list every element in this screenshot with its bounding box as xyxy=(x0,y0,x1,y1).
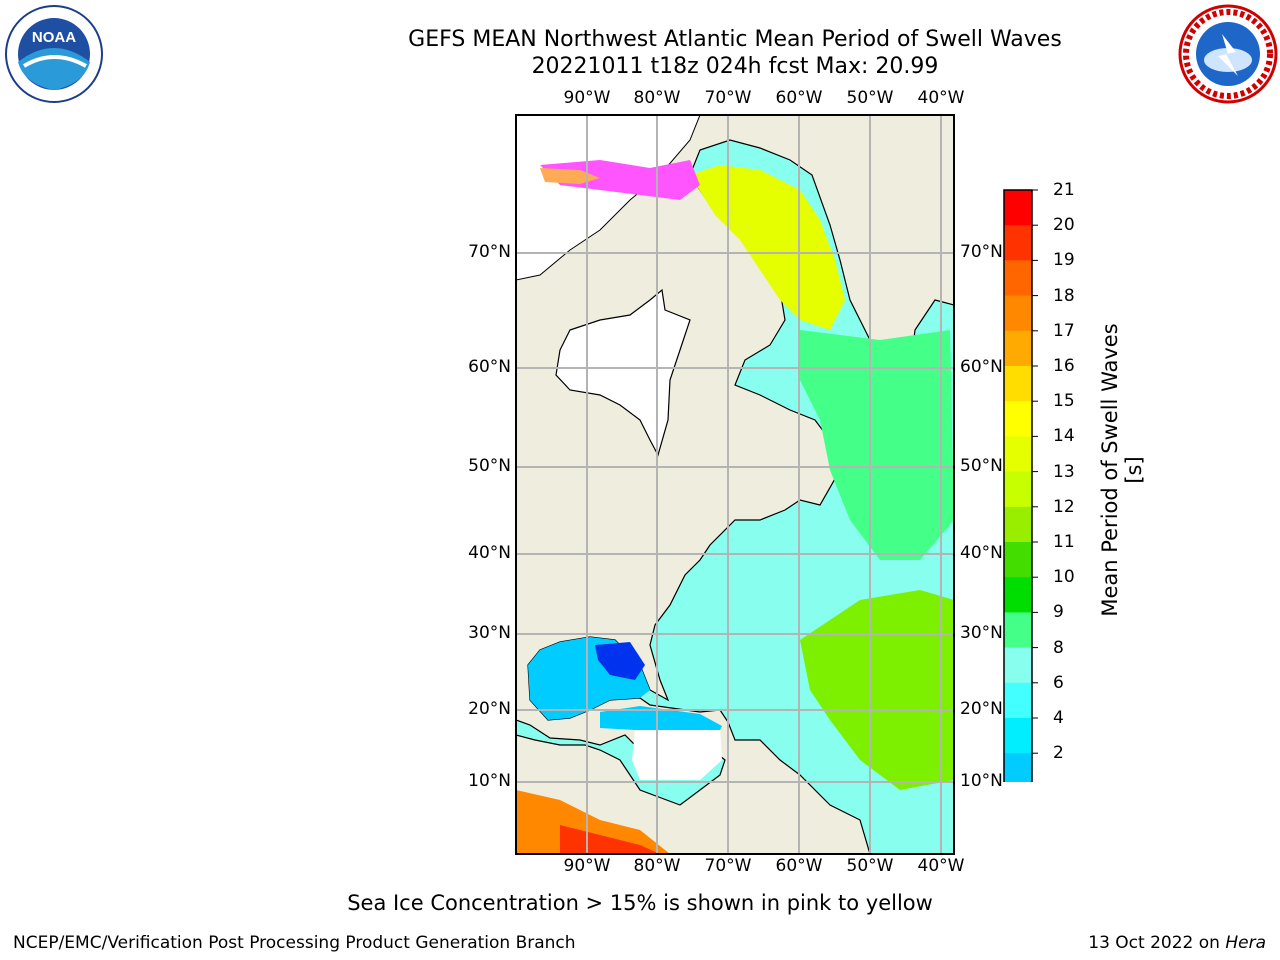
colorbar-segment xyxy=(1004,401,1032,437)
footer-host: Hera xyxy=(1225,933,1266,953)
lon-label-top: 40°W xyxy=(917,88,965,108)
colorbar-tick-label: 13 xyxy=(1053,461,1075,482)
colorbar-segment xyxy=(1004,436,1032,473)
lon-label-top: 70°W xyxy=(704,88,752,108)
lat-label-right: 10°N xyxy=(960,771,1003,791)
colorbar xyxy=(1003,189,1038,782)
colorbar-tick-label: 14 xyxy=(1053,426,1075,447)
gulf-dark-blue-swell xyxy=(595,642,645,680)
colorbar-segment xyxy=(1004,577,1032,613)
colorbar-tick-label: 18 xyxy=(1053,285,1075,306)
colorbar-tick-label: 21 xyxy=(1053,180,1075,200)
lat-label-right: 30°N xyxy=(960,623,1003,643)
lon-label-top: 80°W xyxy=(633,88,681,108)
noaa-logo-text: NOAA xyxy=(32,29,76,46)
pacific-warm-swell xyxy=(516,790,670,854)
colorbar-tick-label: 12 xyxy=(1053,496,1075,517)
colorbar-segment xyxy=(1004,295,1032,332)
colorbar-segment xyxy=(1004,190,1032,226)
footer-date: 13 Oct 2022 on Hera xyxy=(1088,933,1266,953)
lat-label-left: 60°N xyxy=(468,357,511,377)
colorbar-segment xyxy=(1004,330,1032,367)
lat-label-right: 60°N xyxy=(960,357,1003,377)
lat-label-right: 50°N xyxy=(960,456,1003,476)
noaa-logo: NOAA xyxy=(5,5,103,103)
lat-label-left: 70°N xyxy=(468,242,511,262)
colorbar-segment xyxy=(1004,471,1032,508)
lon-label-bottom: 70°W xyxy=(704,856,752,876)
lat-label-left: 20°N xyxy=(468,699,511,719)
lon-label-bottom: 40°W xyxy=(917,856,965,876)
lat-label-right: 40°N xyxy=(960,543,1003,563)
mid-atlantic-green-swell xyxy=(800,330,954,560)
subtropical-green-swell xyxy=(800,590,954,790)
colorbar-tick-label: 19 xyxy=(1053,250,1075,271)
colorbar-segment xyxy=(1004,506,1032,543)
colorbar-tick-label: 6 xyxy=(1053,672,1064,693)
lon-label-bottom: 90°W xyxy=(563,856,611,876)
colorbar-segment xyxy=(1004,682,1032,719)
colorbar-segment xyxy=(1004,542,1032,578)
colorbar-tick-label: 17 xyxy=(1053,320,1075,341)
colorbar-tick-label: 11 xyxy=(1053,532,1075,552)
lon-label-top: 50°W xyxy=(846,88,894,108)
colorbar-tick-label: 4 xyxy=(1053,708,1064,728)
lat-label-left: 10°N xyxy=(468,771,511,791)
lat-label-left: 50°N xyxy=(468,456,511,476)
pacific-red-swell xyxy=(560,825,660,854)
colorbar-segment xyxy=(1004,260,1032,297)
colorbar-segment xyxy=(1004,366,1032,402)
colorbar-tick-label: 8 xyxy=(1053,637,1064,658)
colorbar-segment xyxy=(1004,718,1032,754)
lon-label-bottom: 80°W xyxy=(633,856,681,876)
colorbar-label: Mean Period of Swell Waves [s] xyxy=(1098,323,1146,617)
colorbar-segment xyxy=(1004,612,1032,649)
lon-label-bottom: 50°W xyxy=(846,856,894,876)
arctic-no-data xyxy=(516,115,701,281)
lat-label-left: 30°N xyxy=(468,623,511,643)
colorbar-segment xyxy=(1004,647,1032,684)
nws-logo xyxy=(1178,4,1278,104)
colorbar-tick-label: 2 xyxy=(1053,743,1064,764)
lat-label-left: 40°N xyxy=(468,543,511,563)
lon-label-bottom: 60°W xyxy=(775,856,823,876)
lat-label-right: 20°N xyxy=(960,699,1003,719)
chart-title: GEFS MEAN Northwest Atlantic Mean Period… xyxy=(408,27,1062,52)
colorbar-segment xyxy=(1004,225,1032,261)
sea-ice-note: Sea Ice Concentration > 15% is shown in … xyxy=(347,891,933,915)
colorbar-tick-label: 10 xyxy=(1053,567,1075,588)
graticule xyxy=(516,115,954,854)
colorbar-segment xyxy=(1004,753,1032,782)
colorbar-tick-label: 16 xyxy=(1053,356,1075,376)
caribbean-no-data xyxy=(632,728,722,780)
sea-ice-orange xyxy=(540,168,600,184)
footer-date-text: 13 Oct 2022 on xyxy=(1088,933,1226,953)
caribbean-blue-swell xyxy=(600,706,722,730)
map-frame xyxy=(515,114,955,855)
colorbar-tick-label: 20 xyxy=(1053,215,1075,236)
colorbar-tick-label: 15 xyxy=(1053,391,1075,412)
colorbar-tick-label: 9 xyxy=(1053,602,1064,623)
lon-label-top: 90°W xyxy=(563,88,611,108)
chart-subtitle: 20221011 t18z 024h fcst Max: 20.99 xyxy=(531,54,939,79)
lat-label-right: 70°N xyxy=(960,242,1003,262)
lon-label-top: 60°W xyxy=(775,88,823,108)
footer-credit: NCEP/EMC/Verification Post Processing Pr… xyxy=(13,933,576,953)
